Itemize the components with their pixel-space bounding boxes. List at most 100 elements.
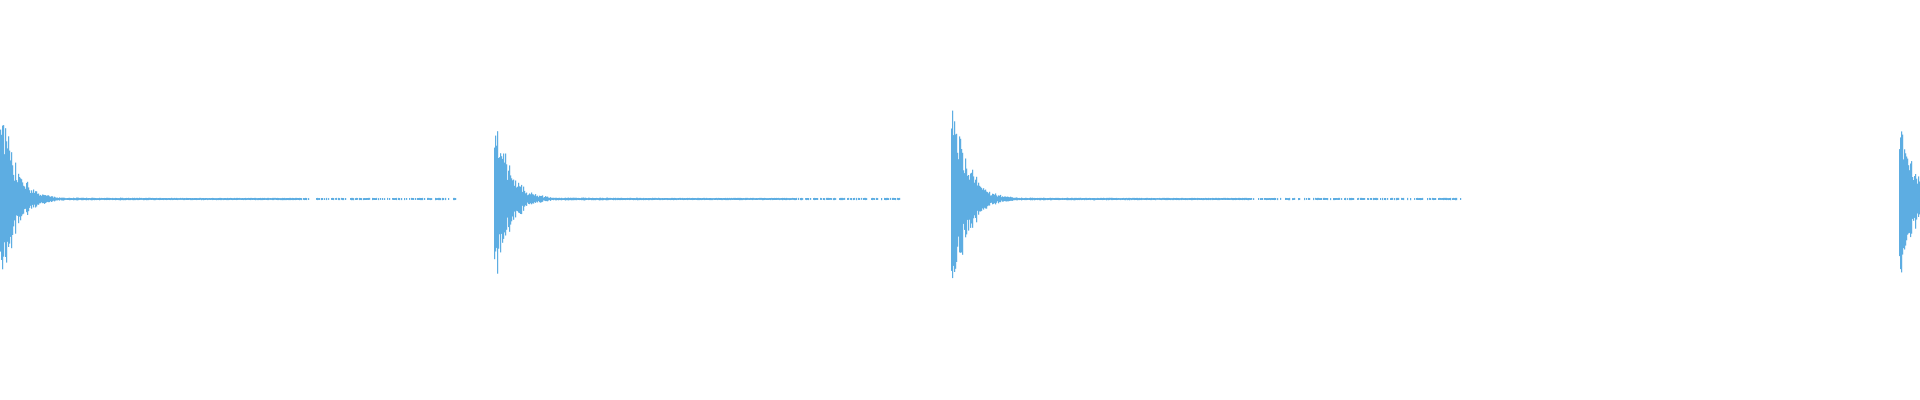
waveform-sample-bar [528,194,530,204]
waveform-sample-bar [853,198,855,201]
waveform-sample-bar [656,198,658,200]
waveform-sample-bar [221,198,223,201]
waveform-sample-bar [2,125,4,270]
waveform-sample-bar [1028,198,1030,200]
waveform-sample-bar [1048,198,1050,200]
waveform-sample-bar [1907,158,1909,235]
waveform-sample-bar [276,198,278,200]
waveform-sample-bar [125,198,127,201]
waveform-sample-bar [222,198,224,200]
waveform-sample-bar [274,197,276,200]
waveform-sample-bar [1186,198,1188,200]
waveform-sample-bar [245,197,247,201]
waveform-sample-bar [1041,197,1043,200]
waveform-sample-bar [406,198,408,200]
waveform-sample-bar [826,197,828,200]
waveform-sample-bar [91,197,93,201]
waveform-sample-bar [587,198,589,200]
waveform-sample-bar [1160,198,1162,200]
waveform-sample-bar [779,198,781,201]
waveform-sample-bar [1196,198,1198,200]
waveform-sample-bar [585,197,587,201]
waveform-sample-bar [717,198,719,201]
waveform-sample-bar [1210,198,1212,201]
waveform-sample-bar [152,197,154,200]
waveform-sample-bar [200,197,202,200]
waveform-sample-bar [1151,197,1153,201]
waveform-sample-bar [611,198,613,200]
waveform-sample-bar [744,198,746,200]
waveform-sample-bar [236,197,238,201]
waveform-sample-bar [178,198,180,200]
waveform-sample-bar [167,198,169,200]
waveform-sample-bar [435,197,437,201]
waveform-sample-bar [1082,198,1084,200]
waveform-sample-bar [126,197,128,200]
waveform-sample-bar [592,197,594,201]
waveform-sample-bar [62,197,64,201]
waveform-sample-bar [273,197,275,201]
waveform-sample-bar [729,197,731,200]
waveform-sample-bar [531,192,533,205]
waveform-sample-bar [1203,198,1205,201]
waveform-sample-bar [1013,197,1015,201]
waveform-sample-bar [1114,198,1116,200]
waveform-sample-bar [685,198,687,200]
waveform-sample-bar [976,176,978,223]
waveform-sample-bar [299,197,301,201]
waveform-sample-bar [0,129,2,252]
waveform-sample-bar [365,198,367,200]
waveform-sample-bar [1265,198,1267,200]
waveform-sample-bar [1021,197,1023,201]
waveform-sample-bar [727,197,729,201]
waveform-sample-bar [144,198,146,201]
waveform-sample-bar [265,198,267,200]
waveform-sample-bar [331,198,333,200]
waveform-sample-bar [203,198,205,201]
waveform-sample-bar [567,197,569,201]
waveform-sample-bar [1167,197,1169,201]
waveform-sample-bar [665,198,667,200]
waveform-sample-bar [93,197,95,200]
waveform-sample-bar [757,198,759,200]
waveform-sample-bar [805,198,807,200]
waveform-sample-bar [192,198,194,201]
waveform-sample-bar [1012,197,1014,201]
waveform-sample-bar [87,198,89,200]
waveform-sample-bar [1006,196,1008,202]
waveform-sample-bar [495,135,497,252]
waveform-sample-bar [872,197,874,201]
waveform-sample-bar [1173,197,1175,201]
waveform-sample-bar [546,196,548,202]
waveform-sample-bar [1345,197,1347,201]
waveform-sample-bar [1030,197,1032,201]
waveform-sample-bar [1351,197,1353,201]
waveform-sample-bar [1906,156,1908,241]
waveform-sample-bar [1454,198,1456,200]
waveform-sample-bar [293,198,295,201]
waveform-sample-bar [1912,177,1914,219]
waveform-sample-bar [694,198,696,200]
waveform-sample-bar [863,198,865,200]
waveform-sample-bar [1427,198,1429,201]
waveform-sample-bar [672,197,674,200]
waveform-sample-bar [503,153,505,239]
waveform-sample-bar [639,197,641,201]
waveform-sample-bar [696,198,698,200]
waveform-sample-bar [633,198,635,201]
waveform-sample-bar [277,197,279,201]
waveform-sample-bar [202,198,204,200]
waveform-sample-bar [353,198,355,201]
waveform-sample-bar [306,198,308,201]
waveform-sample-bar [1380,198,1382,200]
waveform-sample-bar [1214,198,1216,200]
waveform-sample-bar [1370,198,1372,200]
waveform-sample-bar [557,198,559,200]
waveform-sample-bar [578,197,580,200]
waveform-sample-bar [702,198,704,200]
waveform-sample-bar [1385,198,1387,201]
waveform-sample-bar [77,197,79,201]
waveform-sample-bar [506,164,508,230]
waveform-sample-bar [1005,196,1007,202]
waveform-sample-bar [201,198,203,201]
